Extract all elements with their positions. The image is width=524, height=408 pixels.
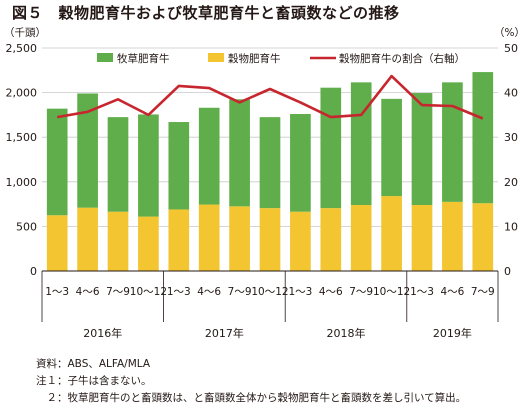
footnote-2: ２：牧草肥育牛のと畜頭数は、と畜頭数全体から穀物肥育牛と畜頭数を差し引いて算出。	[36, 392, 467, 404]
x-tick-label: 1～3	[45, 286, 69, 298]
y-right-tick-label: 20	[504, 176, 518, 189]
year-label: 2017年	[205, 326, 244, 340]
y-left-tick-label: 500	[16, 220, 37, 233]
chart-title: 図５ 穀物肥育牛および牧草肥育牛と畜頭数などの推移	[12, 4, 400, 22]
bar-grain-fed	[320, 208, 342, 271]
bar-grain-fed	[46, 215, 68, 271]
bar-grain-fed	[442, 201, 463, 271]
bar-grass-fed	[198, 107, 220, 205]
bar-grain-fed	[198, 204, 220, 271]
bar-grain-fed	[77, 207, 98, 271]
x-tick-label: 7～9	[106, 286, 130, 298]
x-tick-label: 4～6	[76, 286, 100, 298]
bar-grass-fed	[77, 93, 98, 208]
legend-swatch-grass-fed	[97, 53, 113, 62]
bar-grain-fed	[350, 204, 372, 271]
bar-grass-fed	[138, 114, 159, 217]
x-tick-label: 1～3	[167, 286, 191, 298]
y-left-axis-label: （千頭）	[4, 27, 46, 39]
bar-grass-fed	[229, 99, 250, 207]
bar-grass-fed	[259, 117, 281, 209]
x-tick-label: 10～12	[130, 286, 167, 298]
bar-grain-fed	[290, 211, 311, 271]
bar-grain-fed	[259, 208, 281, 271]
y-left-tick-label: 1,500	[6, 131, 38, 144]
x-tick-label: 10～12	[251, 286, 288, 298]
y-right-tick-label: 50	[504, 42, 518, 55]
y-right-tick-label: 10	[504, 220, 518, 233]
legend-label-grass-fed: 牧草肥育牛	[117, 52, 170, 65]
bar-grass-fed	[442, 82, 463, 202]
bar-grain-fed	[229, 206, 250, 271]
year-label: 2019年	[433, 326, 472, 340]
x-tick-label: 10～12	[373, 286, 410, 298]
bar-grass-fed	[381, 98, 402, 197]
y-right-axis-label: （%）	[494, 27, 524, 39]
bar-grass-fed	[46, 108, 68, 216]
bar-grass-fed	[320, 87, 342, 209]
y-left-tick-label: 0	[30, 265, 37, 278]
legend-label-grain-fed: 穀物肥育牛	[228, 52, 281, 65]
bar-grass-fed	[472, 72, 494, 204]
bar-grain-fed	[411, 204, 433, 271]
bar-grass-fed	[411, 93, 433, 205]
bar-grass-fed	[168, 122, 190, 210]
source-note: 資料：ABS、ALFA/MLA	[36, 358, 151, 370]
legend-swatch-grain-fed	[208, 53, 224, 62]
bar-grain-fed	[381, 196, 402, 271]
bar-grass-fed	[107, 117, 129, 212]
y-left-tick-label: 2,000	[6, 87, 38, 100]
x-tick-label: 4～6	[319, 286, 343, 298]
bar-grass-fed	[290, 114, 311, 212]
year-label: 2016年	[83, 326, 122, 340]
bar-grain-fed	[138, 216, 159, 271]
x-tick-label: 7～9	[349, 286, 373, 298]
bar-grass-fed	[350, 82, 372, 205]
bar-grain-fed	[168, 209, 190, 271]
y-right-tick-label: 40	[504, 87, 518, 100]
x-tick-label: 1～3	[410, 286, 434, 298]
y-right-tick-label: 30	[504, 131, 518, 144]
x-tick-label: 4～6	[197, 286, 221, 298]
x-tick-label: 7～9	[471, 286, 495, 298]
y-right-tick-label: 0	[504, 265, 511, 278]
stacked-bar-line-chart: 0 500 1,000 1,500 2,000 2,500 0 10 20 30 40 50 （千頭） （…	[4, 27, 524, 340]
x-tick-label: 7～9	[228, 286, 252, 298]
line-grain-share	[56, 74, 484, 120]
bar-grain-fed	[107, 211, 129, 271]
footnote-1: 注１：子牛は含まない。	[36, 375, 152, 387]
legend-label-grain-share: 穀物肥育牛の割合（右軸）	[339, 52, 465, 65]
year-label: 2018年	[327, 326, 366, 340]
x-tick-label: 4～6	[440, 286, 464, 298]
y-left-tick-label: 1,000	[6, 176, 38, 189]
y-left-tick-label: 2,500	[6, 42, 38, 55]
bar-grain-fed	[472, 203, 494, 271]
x-tick-label: 1～3	[288, 286, 312, 298]
